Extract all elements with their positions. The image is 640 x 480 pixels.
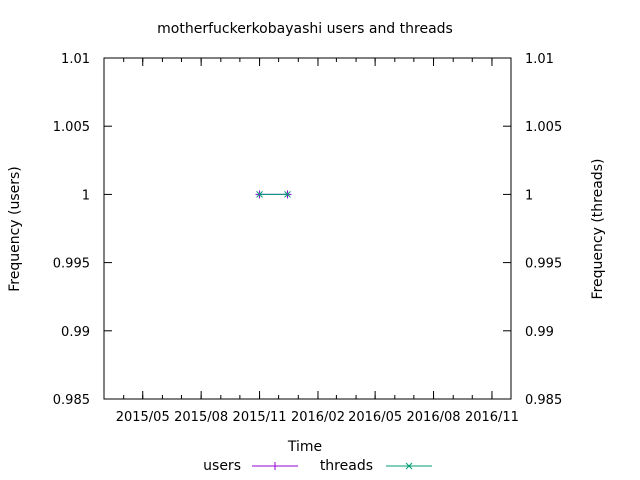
legend-item-threads: threads bbox=[320, 458, 432, 474]
right-y-tick-label: 1 bbox=[525, 188, 533, 203]
legend-item-users: users bbox=[203, 458, 298, 474]
x-tick-label: 2016/11 bbox=[465, 410, 519, 425]
left-y-tick-label: 1.01 bbox=[61, 52, 90, 67]
right-y-tick-label: 0.995 bbox=[525, 257, 562, 272]
left-y-tick-label: 1 bbox=[82, 188, 90, 203]
legend-label-users: users bbox=[203, 458, 241, 474]
data-point-threads bbox=[284, 191, 291, 198]
left-y-ticks: 1.01 1.005 1 0.995 0.99 0.985 bbox=[53, 52, 112, 408]
left-y-tick-label: 0.99 bbox=[61, 325, 90, 340]
x-minor-ticks bbox=[123, 58, 493, 399]
right-y-tick-label: 1.005 bbox=[525, 120, 562, 135]
left-y-tick-label: 1.005 bbox=[53, 120, 90, 135]
x-ticks: 2015/05 2015/08 2015/11 2016/02 2016/05 2016/… bbox=[116, 58, 519, 425]
x-tick-label: 2016/02 bbox=[291, 410, 345, 425]
chart-title: motherfuckerkobayashi users and threads bbox=[157, 21, 453, 37]
right-y-tick-label: 1.01 bbox=[525, 52, 554, 67]
legend-marker-threads bbox=[405, 462, 413, 470]
x-tick-label: 2016/05 bbox=[348, 410, 402, 425]
x-tick-label: 2015/08 bbox=[174, 410, 228, 425]
legend-marker-threads bbox=[405, 462, 413, 470]
legend-label-threads: threads bbox=[320, 458, 373, 474]
x-tick-label: 2015/11 bbox=[233, 410, 287, 425]
y-axis-label-left: Frequency (users) bbox=[7, 166, 23, 292]
left-y-tick-label: 0.995 bbox=[53, 257, 90, 272]
right-y-ticks: 1.01 1.005 1 0.995 0.99 0.985 bbox=[503, 52, 562, 408]
series-layer bbox=[255, 190, 292, 199]
legend: users threads bbox=[203, 458, 432, 474]
right-y-tick-label: 0.985 bbox=[525, 393, 562, 408]
left-y-tick-label: 0.985 bbox=[53, 393, 90, 408]
series-threads bbox=[256, 191, 291, 198]
x-axis-label: Time bbox=[287, 439, 322, 455]
data-point-threads bbox=[256, 191, 263, 198]
legend-marker-users bbox=[271, 462, 279, 470]
x-tick-label: 2016/08 bbox=[407, 410, 461, 425]
right-y-tick-label: 0.99 bbox=[525, 325, 554, 340]
plot-frame bbox=[103, 57, 512, 400]
x-tick-label: 2015/05 bbox=[116, 410, 170, 425]
y-axis-label-right: Frequency (threads) bbox=[590, 159, 606, 300]
